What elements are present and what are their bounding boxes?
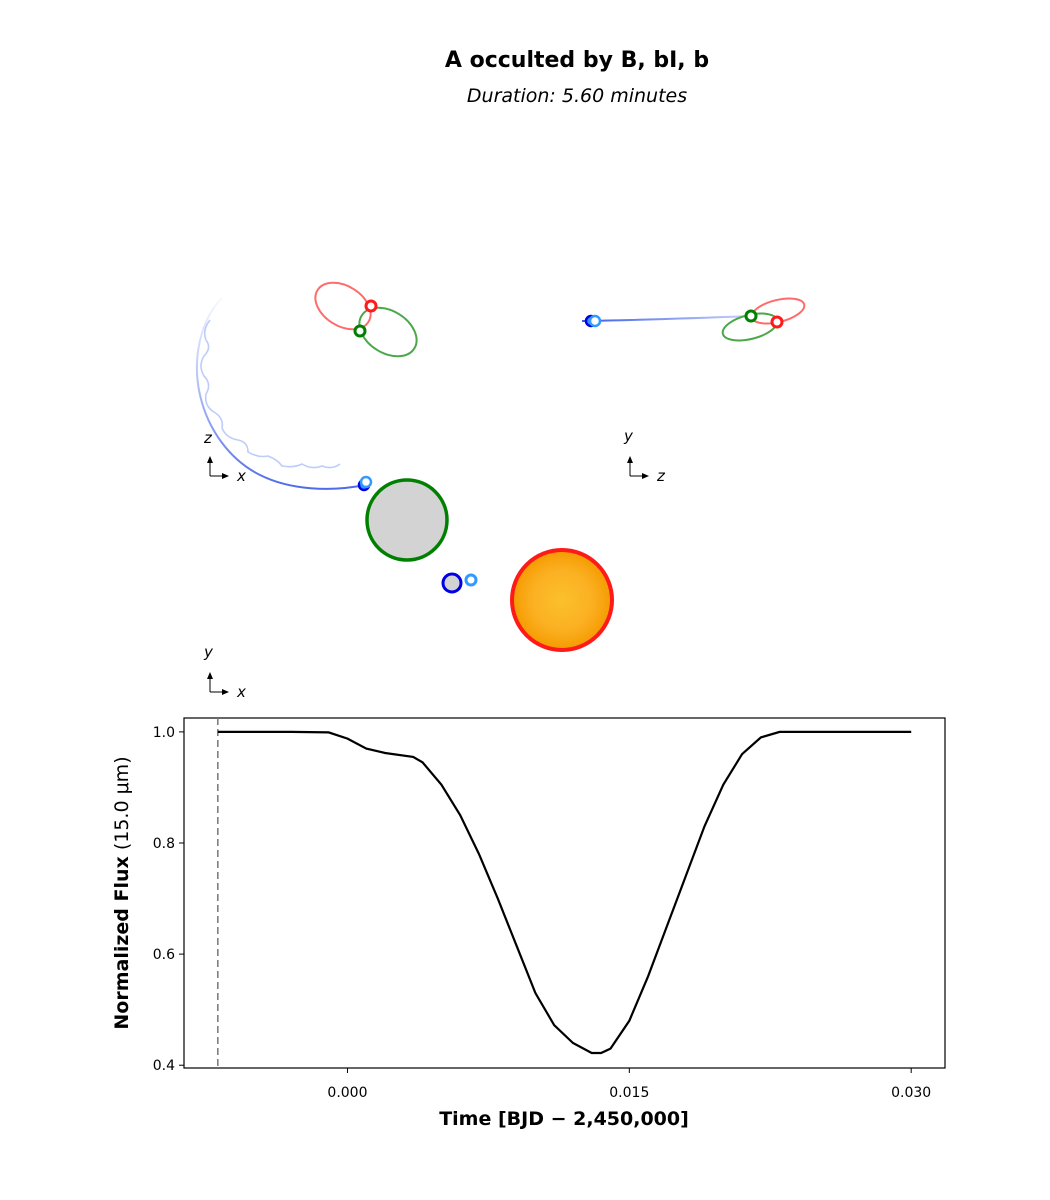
planet-b-marker-zy — [588, 314, 602, 328]
x-axis-label: Time [BJD − 2,450,000] — [439, 1108, 689, 1130]
y-axis-label-main: Normalized Flux — [111, 856, 133, 1029]
axis-glyph-xz: x z — [203, 429, 246, 485]
axis-label-y-zy: y — [623, 427, 634, 445]
y-tick-label: 1.0 — [153, 725, 175, 741]
axis-label-x: x — [236, 467, 246, 485]
x-axis-label-main: Time [BJD — [439, 1108, 544, 1130]
planet-b-disk — [464, 573, 478, 587]
axis-glyph-xy: x y — [203, 643, 246, 701]
y-axis-label-rest: (15.0 μm) — [111, 756, 133, 856]
y-axis-ticks: 0.4 0.6 0.8 1.0 — [153, 725, 184, 1074]
x-axis-ticks: 0.000 0.015 0.030 — [327, 1068, 931, 1101]
orbit-view-xz: x z — [195, 281, 418, 492]
axis-label-x-xy: x — [236, 683, 246, 701]
x-tick-label: 0.030 — [891, 1085, 931, 1101]
x-tick-label: 0.000 — [327, 1085, 367, 1101]
planet-b-marker — [359, 475, 373, 489]
orbit-trail-bI-wiggle — [200, 319, 341, 469]
orbit-view-xy: x y — [203, 478, 614, 701]
axis-label-y-xy: y — [203, 643, 214, 661]
x-tick-label: 0.015 — [609, 1085, 649, 1101]
axis-label-z: z — [203, 429, 213, 447]
plot-frame — [183, 717, 946, 1069]
orbit-A — [314, 281, 372, 331]
y-tick-label: 0.8 — [153, 836, 175, 852]
orbit-trail-bI-zy — [581, 315, 753, 322]
flux-series-line — [217, 730, 912, 1055]
star-A-marker — [364, 299, 378, 313]
y-tick-label: 0.4 — [153, 1058, 175, 1074]
star-B-marker — [353, 324, 367, 338]
figure-subtitle: Duration: 5.60 minutes — [467, 85, 687, 107]
figure-title: A occulted by B, bI, b — [445, 48, 709, 73]
planet-bI-disk — [441, 572, 463, 594]
star-A-disk — [510, 548, 614, 652]
star-B-marker-zy — [744, 309, 758, 323]
light-curve-chart: 0.000 0.015 0.030 0.4 0.6 0.8 1.0 Time [BJD −… — [111, 717, 946, 1130]
axis-glyph-zy: z y — [623, 427, 666, 485]
star-A-marker-zy — [770, 315, 784, 329]
x-axis-label-rest: − 2,450,000] — [544, 1108, 689, 1130]
star-B-disk — [365, 478, 449, 562]
y-axis-label: Normalized Flux (15.0 μm) — [111, 756, 133, 1029]
orbit-trail-bI — [195, 297, 366, 490]
orbit-B — [358, 306, 418, 358]
orbit-view-zy: z y — [581, 297, 806, 485]
axis-label-z-zy: z — [656, 467, 666, 485]
y-tick-label: 0.6 — [153, 947, 175, 963]
